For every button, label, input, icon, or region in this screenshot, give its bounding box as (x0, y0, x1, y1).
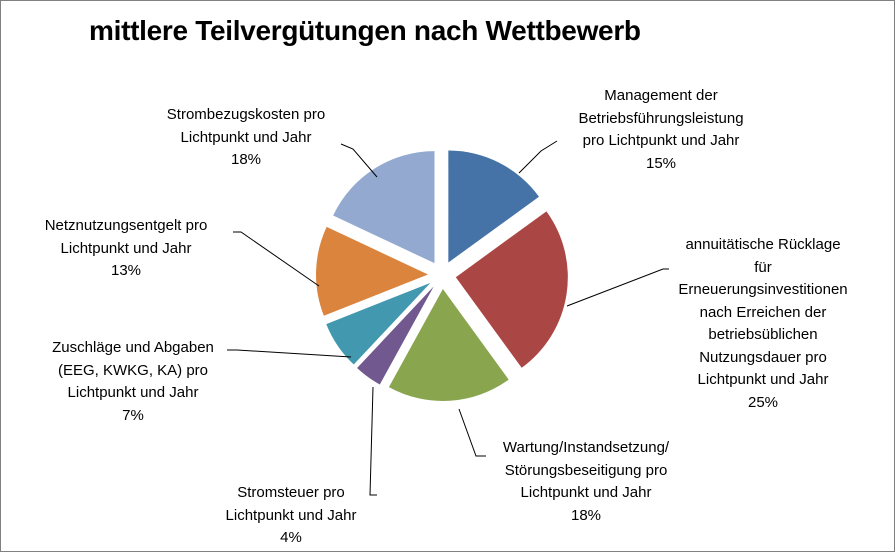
label-strombezug: Strombezugskosten pro Lichtpunkt und Jah… (166, 106, 326, 168)
label-zuschlaege: Zuschläge und Abgaben (EEG, KWKG, KA) pr… (52, 339, 214, 424)
label-netznutzung: Netznutzungsentgelt pro Lichtpunkt und J… (44, 217, 208, 279)
leader-line-management (518, 140, 558, 174)
pie-slice-4 (326, 282, 431, 365)
leader-line-ruecklage (566, 268, 669, 307)
leader-line-strombezug (340, 143, 378, 178)
pie-slice-3 (357, 286, 434, 385)
leader-line-wartung (458, 408, 486, 457)
label-ruecklage: annuitätische Rücklage für Erneuerungsin… (678, 236, 848, 411)
leader-line-netznutzung (233, 231, 320, 287)
leader-line-stromsteuer (369, 386, 377, 496)
pie-slice-2 (388, 288, 509, 401)
pie-slice-1 (455, 211, 568, 368)
pie-slice-6 (333, 151, 435, 264)
label-wartung: Wartung/Instandsetzung/ Störungsbeseitig… (502, 439, 670, 524)
pie-slice-0 (448, 150, 539, 263)
chart-title: mittlere Teilvergütungen nach Wettbewerb (89, 15, 641, 46)
label-stromsteuer: Stromsteuer pro Lichtpunkt und Jahr 4% (225, 484, 357, 546)
label-management: Management der Betriebsführungsleistung … (578, 87, 744, 172)
pie-slice-5 (316, 226, 429, 316)
leader-line-zuschlaege (227, 349, 352, 358)
